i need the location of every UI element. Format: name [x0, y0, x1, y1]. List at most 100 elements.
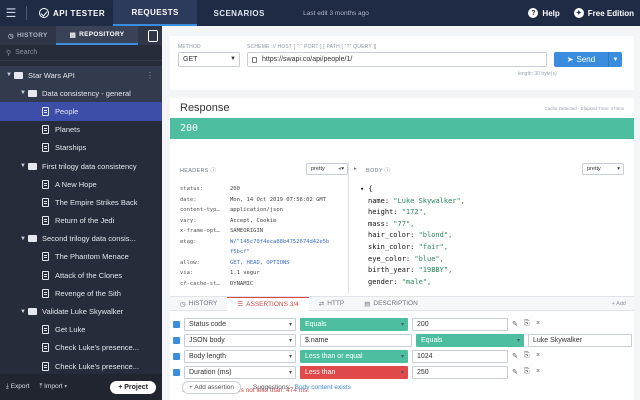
- header-value: Mon, 14 Oct 2019 07:56:02 GMT: [230, 196, 327, 203]
- search-bar[interactable]: ⚲ Search: [0, 45, 162, 61]
- assertion-operator-select[interactable]: Less than or equal ▾: [300, 350, 408, 363]
- send-label: Send: [576, 55, 596, 64]
- export-button[interactable]: ⤓ Export: [6, 383, 30, 390]
- chevron-down-icon[interactable]: ▼: [20, 235, 26, 242]
- method-select[interactable]: GET ▼: [178, 52, 240, 67]
- tree-request[interactable]: Starships: [0, 139, 162, 157]
- assertion-path-input[interactable]: $.name: [300, 334, 412, 347]
- tree-item-label: Return of the Jedi: [55, 216, 115, 226]
- lower-tab-history[interactable]: ◷ HISTORY: [170, 297, 227, 311]
- header-value[interactable]: W/"145c70f4eca88b4752674d42e5b: [230, 238, 330, 245]
- new-project-label: Project: [124, 383, 148, 391]
- sidebar-tab-repository[interactable]: ▤ REPOSITORY: [55, 26, 139, 45]
- chevron-down-icon[interactable]: ▼: [20, 308, 26, 315]
- help-button[interactable]: ? Help: [528, 8, 560, 18]
- tree-folder[interactable]: ▼ Data consistency - general: [0, 84, 162, 103]
- body-label: BODY ⓘ: [366, 166, 390, 174]
- assertion-field-select[interactable]: Duration (ms) ▾: [184, 366, 296, 379]
- assertion-checkbox[interactable]: [173, 353, 180, 360]
- edit-icon[interactable]: ✎: [512, 321, 518, 328]
- copy-icon[interactable]: ⎘: [524, 368, 530, 375]
- tree-request[interactable]: Revenge of the Sith: [0, 284, 162, 302]
- assertion-checkbox[interactable]: [173, 369, 180, 376]
- tree-request[interactable]: Get Luke: [0, 321, 162, 339]
- tree-item-label: Attack of the Clones: [55, 270, 123, 280]
- delete-icon[interactable]: ×: [536, 352, 541, 359]
- more-options-icon[interactable]: ⋮: [146, 70, 154, 80]
- expand-arrow-icon[interactable]: ▸: [354, 166, 358, 172]
- tree-request[interactable]: Planets: [0, 121, 162, 139]
- tab-requests[interactable]: REQUESTS: [113, 0, 198, 26]
- repository-icon: ▤: [69, 31, 77, 39]
- assertion-checkbox[interactable]: [173, 321, 180, 328]
- cache-info: Cache Detected - Elapsed Time: 474ms: [544, 105, 624, 111]
- lower-tab-description[interactable]: ▤ DESCRIPTION: [354, 297, 428, 311]
- collapse-arrow-icon[interactable]: ◂: [338, 166, 342, 172]
- add-assertion-button[interactable]: + Add assertion: [182, 380, 241, 394]
- tree-folder[interactable]: ▼ First trilogy data consistency: [0, 157, 162, 175]
- menu-icon[interactable]: ☰: [5, 6, 17, 20]
- add-button[interactable]: + Add: [611, 300, 626, 307]
- assertion-field-select[interactable]: Body length ▾: [184, 350, 296, 363]
- assertion-value-input[interactable]: 1024: [412, 350, 508, 363]
- assertion-value-input[interactable]: 250: [412, 366, 508, 379]
- chevron-down-icon[interactable]: ▼: [20, 163, 26, 170]
- headers-label: HEADERS ⓘ: [180, 166, 216, 174]
- tree-request[interactable]: Return of the Jedi: [0, 212, 162, 230]
- header-key: date:: [180, 196, 197, 203]
- tree-request[interactable]: A New Hope: [0, 175, 162, 193]
- edit-icon[interactable]: ✎: [512, 353, 518, 360]
- edit-icon[interactable]: ✎: [512, 369, 518, 376]
- assertion-value-input[interactable]: 200: [412, 318, 508, 331]
- chevron-down-icon[interactable]: ▼: [6, 72, 12, 79]
- lower-tab-assertions[interactable]: ☰ ASSERTIONS 3/4: [227, 296, 309, 311]
- headers-label-text: HEADERS: [180, 168, 209, 174]
- chevron-down-icon[interactable]: ▼: [20, 90, 26, 97]
- headers-format-select[interactable]: pretty ▾: [306, 163, 348, 175]
- assertion-value-input[interactable]: Luke Skywalker: [528, 334, 632, 347]
- header-value: SAMEORIGIN: [230, 228, 264, 235]
- tree-folder[interactable]: ▼ Validate Luke Skywalker: [0, 302, 162, 320]
- import-button[interactable]: ⤒ Import ▾: [39, 383, 68, 390]
- assertion-field-select[interactable]: JSON body ▾: [184, 334, 296, 347]
- send-button[interactable]: ➤ Send ▼: [554, 52, 622, 67]
- delete-icon[interactable]: ×: [536, 320, 541, 327]
- header-value[interactable]: f5bcf": [230, 249, 250, 256]
- tab-scenarios[interactable]: SCENARIOS: [213, 8, 265, 18]
- assertion-checkbox[interactable]: [173, 337, 180, 344]
- body-label-text: BODY: [366, 168, 383, 174]
- json-key: hair_color:: [368, 231, 419, 240]
- header-value[interactable]: GET, HEAD, OPTIONS: [230, 259, 290, 266]
- search-input[interactable]: Search: [15, 49, 38, 56]
- assertion-field-select[interactable]: Status code ▾: [184, 318, 296, 331]
- send-options-chevron-icon[interactable]: ▼: [608, 52, 622, 67]
- tree-request[interactable]: Check Luke's presence...: [0, 339, 162, 357]
- delete-icon[interactable]: ×: [536, 368, 541, 375]
- tree-request[interactable]: Attack of the Clones: [0, 266, 162, 284]
- suggestion-link[interactable]: Body content exists: [294, 383, 351, 391]
- new-document-button[interactable]: [143, 26, 162, 45]
- tree-folder[interactable]: ▼ Second trilogy data consis...: [0, 230, 162, 248]
- url-input[interactable]: https://swapi.co/api/people/1/: [247, 52, 547, 67]
- assertion-operator-select[interactable]: Less than ▾: [300, 366, 408, 379]
- json-key: height:: [368, 208, 402, 217]
- lower-tab-http[interactable]: ⇄ HTTP: [309, 297, 354, 311]
- tree-request[interactable]: The Phantom Menace: [0, 248, 162, 266]
- sidebar-tab-history[interactable]: ◷ HISTORY: [0, 26, 56, 45]
- assertion-operator-select[interactable]: Equals ▾: [416, 334, 524, 347]
- tree-item-label: First trilogy data consistency: [42, 161, 137, 171]
- tree-request[interactable]: People: [0, 102, 162, 121]
- edition-button[interactable]: ✦ Free Edition: [573, 8, 634, 18]
- tree-folder[interactable]: ▼ Star Wars API ⋮: [0, 66, 162, 85]
- chevron-down-icon: ▾: [288, 338, 292, 344]
- assertion-operator-select-value: Less than or equal: [305, 353, 363, 360]
- copy-icon[interactable]: ⎘: [524, 352, 530, 359]
- body-format-select[interactable]: pretty ▾: [582, 163, 624, 175]
- tree-request[interactable]: Check Luke's presence...: [0, 357, 162, 375]
- new-project-button[interactable]: + Project: [110, 380, 156, 394]
- tree-request[interactable]: The Empire Strikes Back: [0, 193, 162, 211]
- assertion-operator-select[interactable]: Equals ▾: [300, 318, 408, 331]
- info-icon: ⓘ: [384, 168, 391, 174]
- copy-icon[interactable]: ⎘: [524, 320, 530, 327]
- json-key[interactable]: ▾ {: [360, 185, 373, 193]
